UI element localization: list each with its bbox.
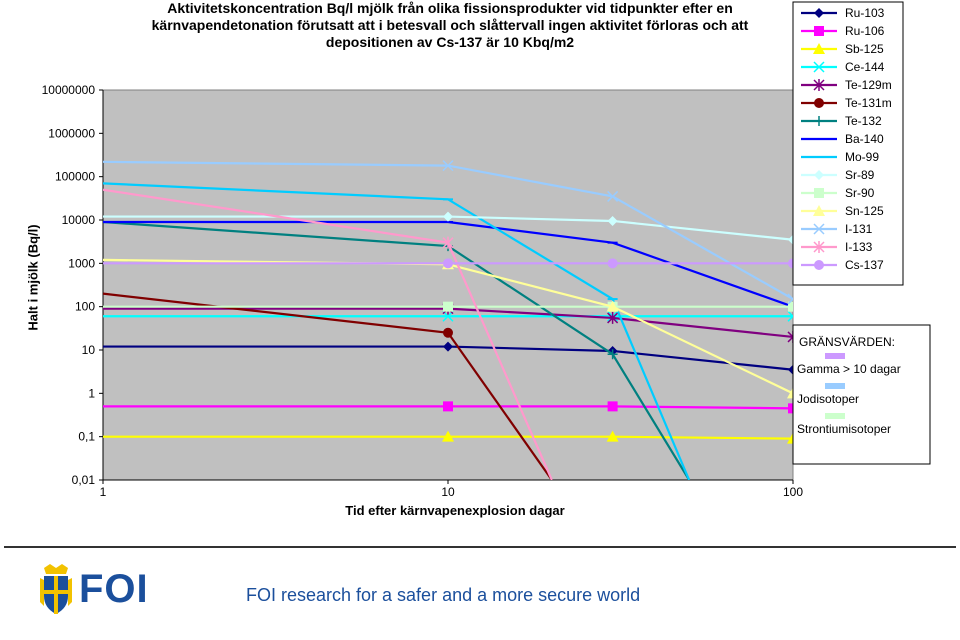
data-point-sr-89: [443, 211, 453, 222]
legend-marker-ce-144: [813, 61, 825, 73]
legend-marker-te-131m: [814, 98, 824, 108]
legend-label-i-133: I-133: [845, 240, 873, 254]
data-point-ru-103: [788, 364, 793, 375]
data-point-cs-137: [607, 258, 618, 269]
data-point-sr-89: [788, 234, 793, 245]
data-point-te-129m: [607, 311, 619, 324]
data-point-sr-89: [607, 215, 618, 226]
chart-title: Aktivitetskoncentration Bq/l mjölk från …: [110, 0, 790, 51]
legend-label-cs-137: Cs-137: [845, 258, 884, 272]
legend-marker-cs-137: [814, 260, 824, 270]
data-point-te-132: [607, 349, 618, 360]
data-point-te-129m: [787, 330, 793, 343]
legend-label-te-131m: Te-131m: [845, 96, 892, 110]
legend-label-te-132: Te-132: [845, 114, 882, 128]
x-tick-label: 100: [783, 485, 803, 499]
y-tick-label: 100: [75, 300, 95, 314]
legend-marker-te-129m: [813, 79, 825, 91]
y-tick-label: 1: [88, 386, 95, 400]
footer-tagline: FOI research for a safer and a more secu…: [246, 585, 641, 605]
legend-label-mo-99: Mo-99: [845, 150, 879, 164]
y-tick-label: 0,1: [78, 430, 95, 444]
limits-title: GRÄNSVÄRDEN:: [799, 335, 895, 349]
footer: [0, 548, 960, 640]
data-point-i-133: [442, 236, 454, 249]
x-tick-label: 10: [441, 485, 455, 499]
data-point-sb-125: [787, 432, 793, 444]
chart-title-line-2: kärnvapendetonation förutsatt att i bete…: [151, 17, 749, 33]
data-point-sb-125: [606, 430, 619, 442]
legend-label-ba-140: Ba-140: [845, 132, 884, 146]
data-point-i-131: [442, 160, 454, 172]
limit-label-strontiumisotoper: Strontiumisotoper: [797, 422, 891, 436]
x-tick-label: 1: [100, 485, 107, 499]
crest-icon: [40, 564, 72, 614]
legend-label-ru-106: Ru-106: [845, 24, 885, 38]
data-point-sb-125: [442, 430, 454, 442]
legend-label-sn-125: Sn-125: [845, 204, 884, 218]
limit-label-gamma-10-dagar: Gamma > 10 dagar: [797, 362, 901, 376]
legend-label-te-129m: Te-129m: [845, 78, 892, 92]
legend-label-sr-90: Sr-90: [845, 186, 875, 200]
y-tick-label: 0,01: [72, 473, 96, 487]
data-point-cs-137: [443, 258, 453, 269]
legend-label-ru-103: Ru-103: [845, 6, 885, 20]
legend-marker-i-133: [813, 241, 825, 253]
limits-box: [792, 324, 931, 465]
limit-label-jodisotoper: Jodisotoper: [797, 392, 859, 406]
data-point-sr-90: [443, 301, 453, 312]
chart: 0,01 0,1 1 10 100 1000 10000 100000 1000000 10000…: [42, 1, 931, 499]
legend-marker-sn-125: [813, 205, 825, 216]
legend-marker-sr-90: [814, 188, 824, 198]
chart-title-line-3: depositionen av Cs-137 är 10 Kbq/m2: [325, 34, 575, 50]
data-point-ru-106: [788, 403, 793, 414]
series-line-mo-99: [103, 182, 691, 480]
limit-swatch-jodisotoper: [825, 383, 845, 389]
legend-label-sr-89: Sr-89: [845, 168, 875, 182]
limit-swatch-gamma-10-dagar: [825, 353, 845, 359]
y-tick-label: 100000: [55, 170, 95, 184]
data-point-i-131: [787, 293, 793, 305]
data-point-sr-90: [788, 301, 793, 312]
legend-marker-te-132: [814, 116, 824, 126]
legend-label-sb-125: Sb-125: [845, 42, 884, 56]
data-point-sn-125: [606, 300, 619, 312]
series-line-te-132: [103, 220, 691, 480]
legend-marker-sb-125: [813, 43, 825, 54]
data-point-ru-103: [443, 341, 453, 352]
legend-marker-i-131: [813, 223, 825, 235]
y-tick-label: 10: [82, 343, 96, 357]
legend-label-i-131: I-131: [845, 222, 873, 236]
data-point-te-131m: [443, 327, 453, 338]
x-axis-label: Tid efter kärnvapenexplosion dagar: [345, 503, 565, 518]
plot-area: [102, 89, 794, 481]
legend-marker-ru-103: [814, 8, 824, 18]
foi-logo-text: FOI: [79, 567, 149, 611]
data-point-cs-137: [788, 258, 793, 269]
y-tick-label: 1000000: [48, 126, 95, 140]
y-tick-label: 10000: [62, 213, 96, 227]
footer-divider: [4, 546, 956, 548]
y-axis-label: Halt i mjölk (Bq/l): [25, 224, 41, 331]
y-tick-label: 10000000: [42, 83, 96, 97]
y-tick-label: 1000: [68, 256, 95, 270]
legend-marker-ru-106: [814, 26, 824, 36]
legend-label-ce-144: Ce-144: [845, 60, 885, 74]
data-point-ru-106: [607, 401, 618, 412]
data-point-sn-125: [787, 387, 793, 399]
chart-title-line-1: Aktivitetskoncentration Bq/l mjölk från …: [167, 0, 733, 16]
data-point-ce-144: [787, 310, 793, 322]
legend-marker-sr-89: [814, 170, 824, 180]
data-point-ru-106: [443, 401, 453, 412]
limit-swatch-strontiumisotoper: [825, 413, 845, 419]
data-point-i-131: [607, 190, 619, 202]
